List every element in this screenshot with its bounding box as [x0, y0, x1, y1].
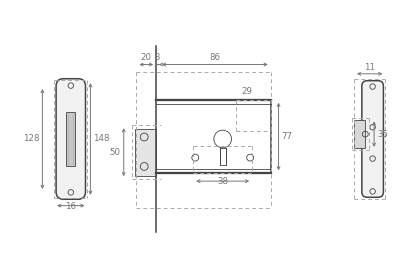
- Text: 148: 148: [93, 135, 110, 143]
- Text: 16: 16: [65, 202, 76, 211]
- Bar: [354, 120, 365, 148]
- Bar: [67, 112, 75, 166]
- Bar: [134, 129, 156, 176]
- Text: 11: 11: [364, 63, 375, 72]
- FancyBboxPatch shape: [56, 79, 86, 199]
- Bar: [220, 148, 225, 165]
- FancyBboxPatch shape: [362, 81, 384, 197]
- Text: 29: 29: [241, 87, 252, 96]
- Text: 128: 128: [23, 135, 40, 143]
- Text: 35: 35: [377, 130, 388, 138]
- Text: 77: 77: [282, 132, 292, 141]
- Text: 86: 86: [209, 53, 220, 61]
- Text: 50: 50: [110, 148, 121, 157]
- Text: 20: 20: [141, 53, 152, 61]
- Text: 3: 3: [155, 53, 160, 61]
- Text: 38: 38: [217, 177, 228, 186]
